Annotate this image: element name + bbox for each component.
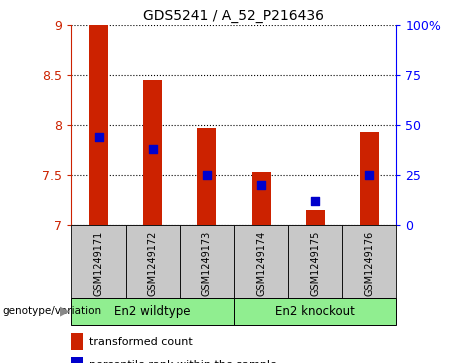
Point (203, 172, 211, 178)
Bar (71, 225, 125, 298)
Bar (288, 225, 342, 298)
Text: percentile rank within the sample: percentile rank within the sample (89, 360, 277, 363)
Bar (252, 172, 271, 225)
Text: GSM1249176: GSM1249176 (364, 231, 374, 296)
Bar (143, 80, 162, 225)
Text: GSM1249175: GSM1249175 (310, 231, 320, 296)
Text: GSM1249171: GSM1249171 (94, 231, 104, 296)
Text: GSM1249173: GSM1249173 (202, 231, 212, 296)
Bar (306, 210, 325, 225)
Bar (342, 225, 396, 298)
Bar (71, 333, 83, 350)
Point (95, 134, 102, 140)
Bar (71, 298, 234, 325)
Text: ▶: ▶ (60, 305, 69, 318)
Bar (89, 25, 108, 225)
Point (366, 172, 373, 178)
Title: GDS5241 / A_52_P216436: GDS5241 / A_52_P216436 (143, 9, 325, 23)
Bar (125, 225, 180, 298)
Text: GSM1249174: GSM1249174 (256, 231, 266, 296)
Text: En2 wildtype: En2 wildtype (114, 305, 191, 318)
Point (257, 182, 265, 188)
Bar (234, 298, 396, 325)
Point (312, 198, 319, 204)
Bar (71, 357, 83, 363)
Bar (360, 132, 379, 225)
Text: genotype/variation: genotype/variation (2, 306, 101, 316)
Text: transformed count: transformed count (89, 337, 193, 347)
Bar (197, 128, 216, 225)
Bar (234, 225, 288, 298)
Text: GSM1249172: GSM1249172 (148, 231, 158, 296)
Bar (180, 225, 234, 298)
Text: En2 knockout: En2 knockout (275, 305, 355, 318)
Point (149, 146, 156, 152)
